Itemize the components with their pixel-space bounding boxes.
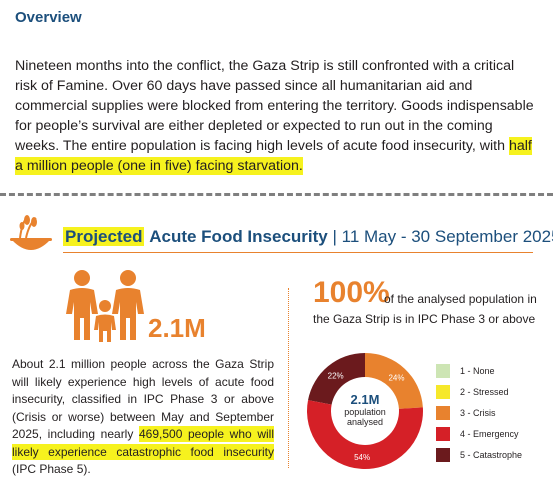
legend-swatch	[436, 447, 450, 462]
title-underline	[63, 252, 533, 253]
section-divider	[0, 193, 553, 196]
donut-slice-crisis	[365, 353, 423, 409]
family-icon	[66, 270, 144, 342]
ipc-donut-chart: 22% 24% 54%	[307, 353, 423, 469]
legend-label: 4 - Emergency	[460, 428, 519, 439]
donut-center-value: 2.1M	[350, 392, 380, 407]
donut-slice-emergency	[307, 400, 423, 469]
legend-item: 4 - Emergency	[436, 423, 522, 444]
people-paragraph: About 2.1 million people across the Gaza…	[12, 356, 274, 478]
legend-label: 3 - Crisis	[460, 407, 496, 418]
people-text-end: (IPC Phase 5).	[12, 462, 91, 476]
legend-swatch	[436, 405, 450, 420]
title-main: Acute Food Insecurity	[149, 227, 328, 246]
overview-paragraph: Nineteen months into the conflict, the G…	[15, 56, 540, 176]
legend-item: 2 - Stressed	[436, 381, 522, 402]
title-projected: Projected	[63, 227, 145, 246]
people-text: About 2.1 million people across the Gaza…	[12, 357, 274, 441]
donut-center-label-2: analysed	[346, 417, 384, 427]
overview-title: Overview	[15, 9, 82, 26]
donut-slice-catastrophe	[308, 353, 365, 405]
percent-value: 100%	[313, 276, 390, 309]
section-title: Projected Acute Food Insecurity | 11 May…	[63, 227, 553, 247]
legend-item: 3 - Crisis	[436, 402, 522, 423]
donut-center: 2.1M population analysed	[330, 392, 400, 427]
column-divider	[288, 288, 289, 468]
donut-label: 54%	[354, 453, 370, 462]
title-dates: | 11 May - 30 September 2025	[332, 227, 553, 246]
donut-label: 24%	[388, 373, 404, 382]
legend-label: 2 - Stressed	[460, 386, 509, 397]
people-value: 2.1M	[148, 313, 206, 343]
donut-center-label-1: population	[344, 407, 386, 417]
legend-label: 1 - None	[460, 365, 495, 376]
legend-swatch	[436, 384, 450, 399]
legend-item: 1 - None	[436, 360, 522, 381]
overview-text: Nineteen months into the conflict, the G…	[15, 58, 534, 154]
legend-swatch	[436, 426, 450, 441]
percent-text-line2: the Gaza Strip is in IPC Phase 3 or abov…	[313, 312, 536, 326]
legend-label: 5 - Catastrophe	[460, 449, 523, 460]
chart-legend: 1 - None 2 - Stressed 3 - Crisis 4 - Emerge…	[436, 360, 522, 465]
legend-swatch	[436, 363, 450, 378]
donut-label: 22%	[328, 372, 344, 381]
legend-item: 5 - Catastrophe	[436, 444, 522, 465]
percent-text-line1: of the analysed population in	[384, 292, 537, 306]
food-bowl-icon	[10, 215, 52, 250]
